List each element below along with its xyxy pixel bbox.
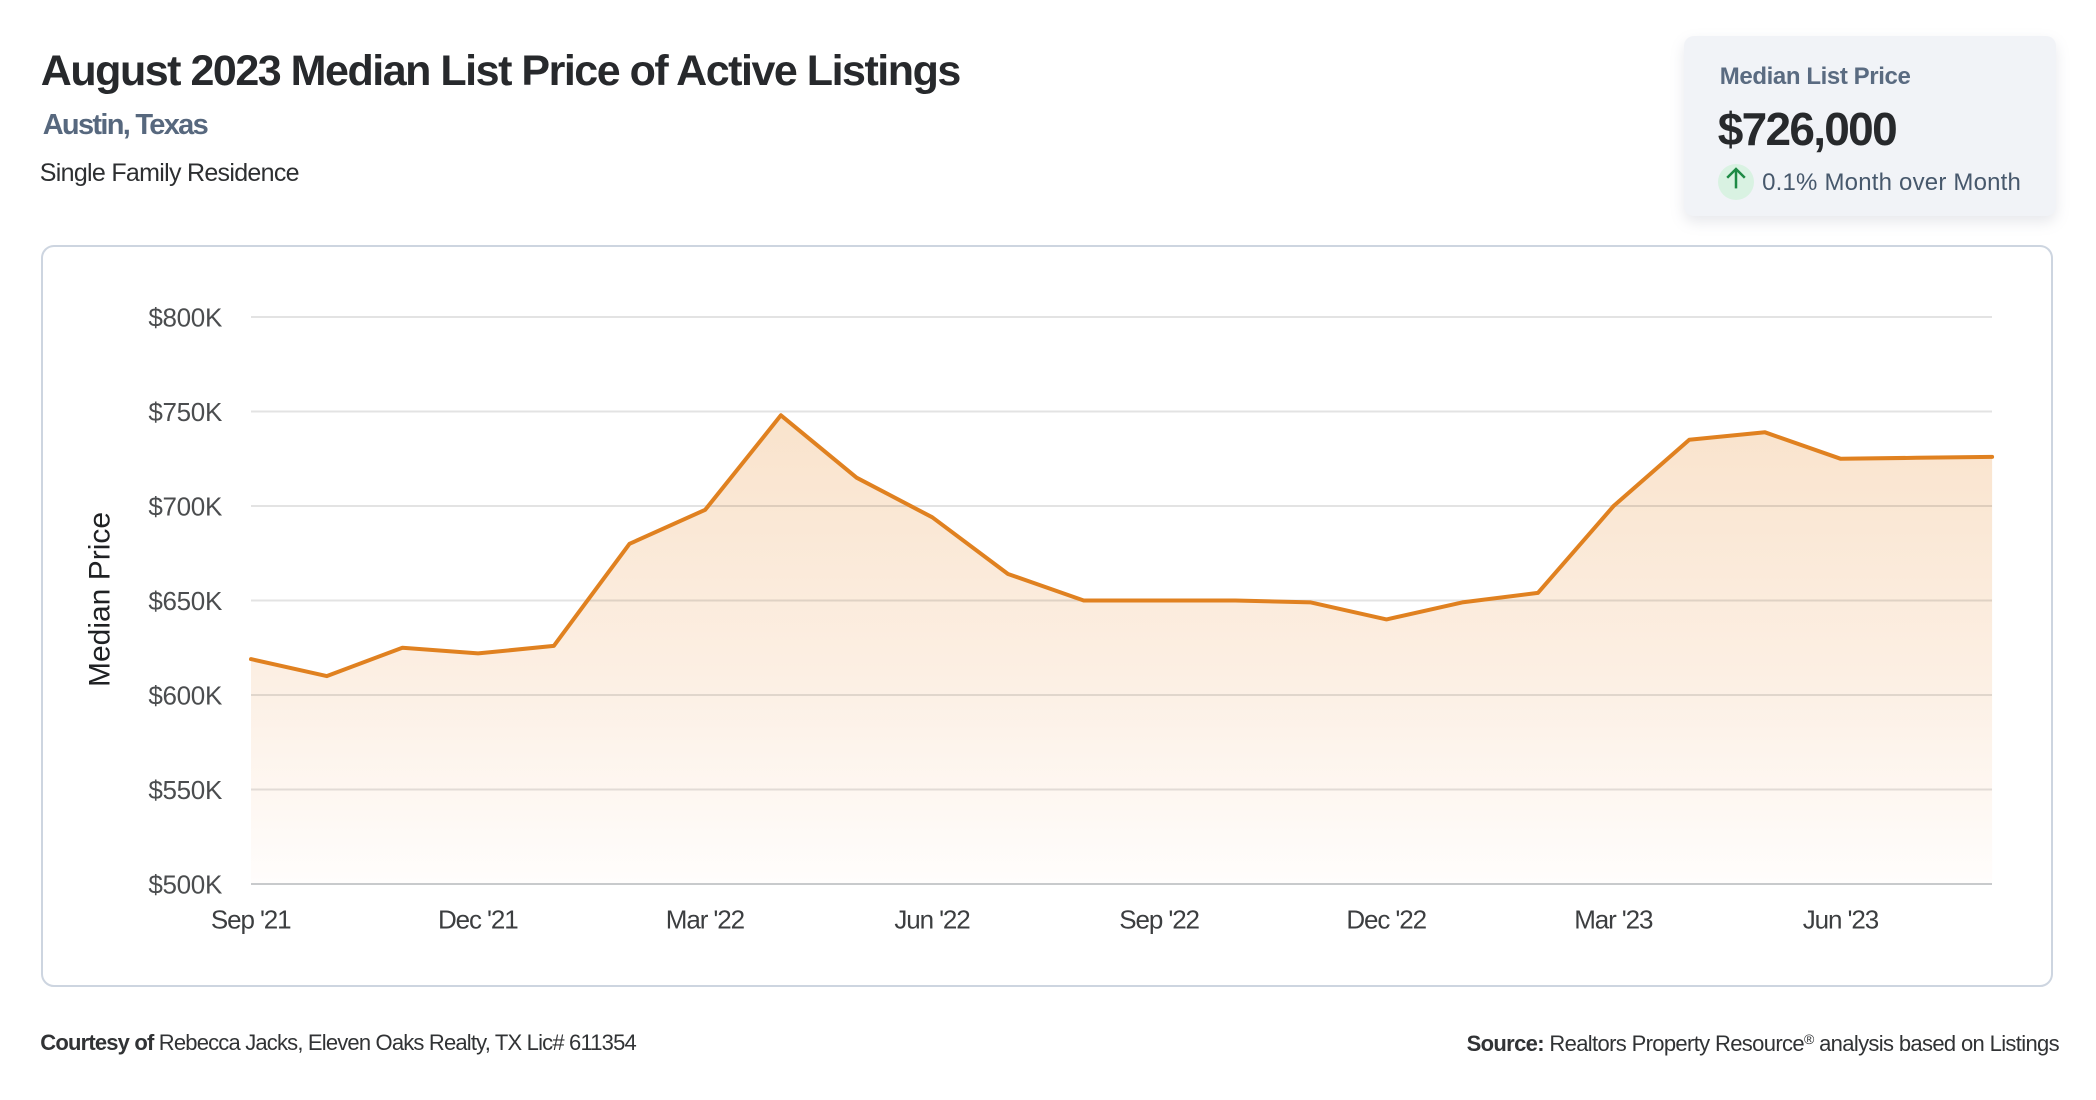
svg-text:Dec '22: Dec '22 (1346, 905, 1426, 935)
svg-text:Sep '21: Sep '21 (211, 905, 291, 935)
svg-text:Sep '22: Sep '22 (1119, 905, 1199, 935)
svg-text:$550K: $550K (148, 775, 223, 805)
svg-text:Dec '21: Dec '21 (438, 905, 518, 935)
svg-text:$500K: $500K (148, 870, 223, 900)
svg-text:$600K: $600K (148, 681, 223, 711)
svg-text:$700K: $700K (148, 492, 223, 522)
svg-text:Median Price: Median Price (84, 512, 117, 687)
svg-text:Mar '22: Mar '22 (666, 905, 745, 935)
svg-text:Jun '22: Jun '22 (894, 905, 970, 935)
svg-text:$800K: $800K (148, 303, 223, 333)
svg-text:$650K: $650K (148, 586, 223, 616)
svg-text:Jun '23: Jun '23 (1803, 905, 1879, 935)
svg-text:$750K: $750K (148, 397, 223, 427)
svg-text:Mar '23: Mar '23 (1574, 905, 1653, 935)
